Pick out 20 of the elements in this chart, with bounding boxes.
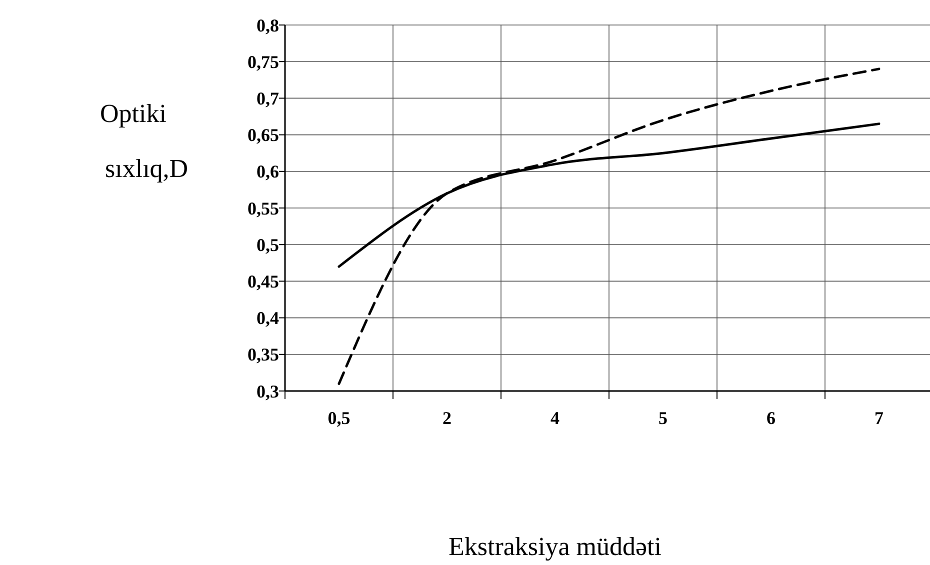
x-tick-label: 5 [658, 408, 668, 428]
y-tick-label: 0,3 [256, 381, 279, 402]
y-tick-label: 0,7 [256, 88, 279, 108]
x-axis-title: Ekstraksiya müddəti [448, 532, 662, 561]
y-tick-label: 0,65 [248, 125, 279, 146]
line-series [338, 68, 880, 385]
y-tick-label: 0,6 [256, 162, 279, 182]
y-tick-label: 0,45 [248, 272, 279, 292]
x-tick-label: 7 [874, 408, 884, 428]
y-tick-label: 0,4 [256, 308, 279, 328]
y-tick-label: 0,8 [256, 15, 279, 36]
x-tick-label: 0,5 [328, 408, 350, 428]
x-tick-label: 6 [766, 408, 776, 428]
y-tick-label: 0,35 [248, 344, 279, 365]
y-tick-label: 0,75 [248, 52, 279, 72]
y-tick-label: 0,55 [248, 198, 279, 218]
y-tick-label: 0,5 [256, 234, 279, 255]
x-tick-label: 4 [550, 408, 560, 428]
x-tick-label: 2 [442, 408, 452, 428]
y-axis-title: Optiki sıxlıq,D [100, 99, 188, 183]
